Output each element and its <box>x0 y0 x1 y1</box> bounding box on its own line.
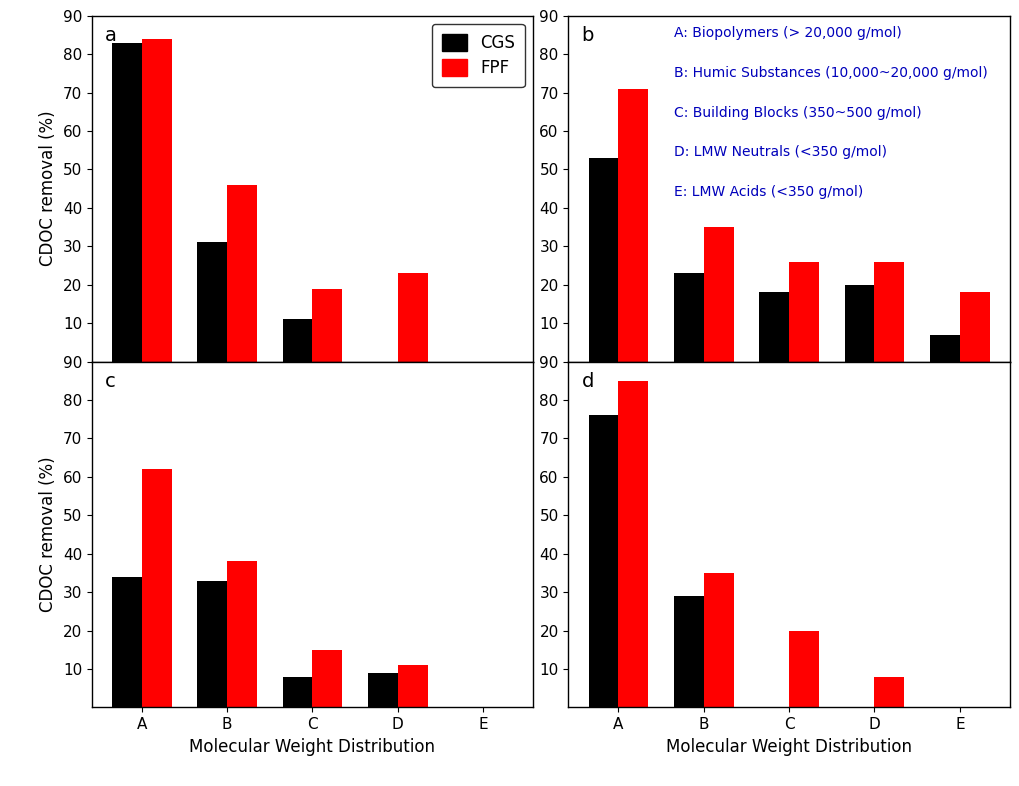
Bar <box>588 158 618 362</box>
Bar <box>397 665 427 707</box>
Bar <box>197 242 227 362</box>
Bar <box>397 274 427 362</box>
X-axis label: Molecular Weight Distribution: Molecular Weight Distribution <box>190 738 435 755</box>
Bar <box>703 227 733 362</box>
Text: D: LMW Neutrals (<350 g/mol): D: LMW Neutrals (<350 g/mol) <box>674 145 887 160</box>
Y-axis label: CDOC removal (%): CDOC removal (%) <box>39 111 57 266</box>
Bar <box>674 596 703 707</box>
Bar <box>112 42 142 362</box>
Legend: CGS, FPF: CGS, FPF <box>431 24 525 87</box>
Bar <box>959 292 988 362</box>
Bar <box>312 650 342 707</box>
Text: c: c <box>105 372 116 391</box>
Bar <box>282 677 312 707</box>
Bar <box>789 630 818 707</box>
Text: d: d <box>581 372 593 391</box>
Bar <box>197 581 227 707</box>
Bar <box>873 262 904 362</box>
Text: B: Humic Substances (10,000~20,000 g/mol): B: Humic Substances (10,000~20,000 g/mol… <box>674 66 987 80</box>
Text: E: LMW Acids (<350 g/mol): E: LMW Acids (<350 g/mol) <box>674 185 863 199</box>
Bar <box>282 319 312 362</box>
Bar <box>588 415 618 707</box>
Bar <box>142 469 171 707</box>
Text: b: b <box>581 26 593 45</box>
Bar <box>618 380 648 707</box>
Bar <box>873 677 904 707</box>
Bar <box>674 274 703 362</box>
Bar <box>368 673 397 707</box>
X-axis label: Molecular Weight Distribution: Molecular Weight Distribution <box>665 738 911 755</box>
Text: A: Biopolymers (> 20,000 g/mol): A: Biopolymers (> 20,000 g/mol) <box>674 26 901 40</box>
Bar <box>844 285 873 362</box>
Bar <box>929 335 959 362</box>
Bar <box>703 573 733 707</box>
Bar <box>227 561 257 707</box>
Y-axis label: CDOC removal (%): CDOC removal (%) <box>39 457 57 612</box>
Bar <box>758 292 789 362</box>
Bar <box>312 288 342 362</box>
Bar <box>227 185 257 362</box>
Bar <box>789 262 818 362</box>
Text: a: a <box>105 26 117 45</box>
Bar <box>112 577 142 707</box>
Text: C: Building Blocks (350~500 g/mol): C: Building Blocks (350~500 g/mol) <box>674 105 921 119</box>
Bar <box>618 89 648 362</box>
Bar <box>142 39 171 362</box>
